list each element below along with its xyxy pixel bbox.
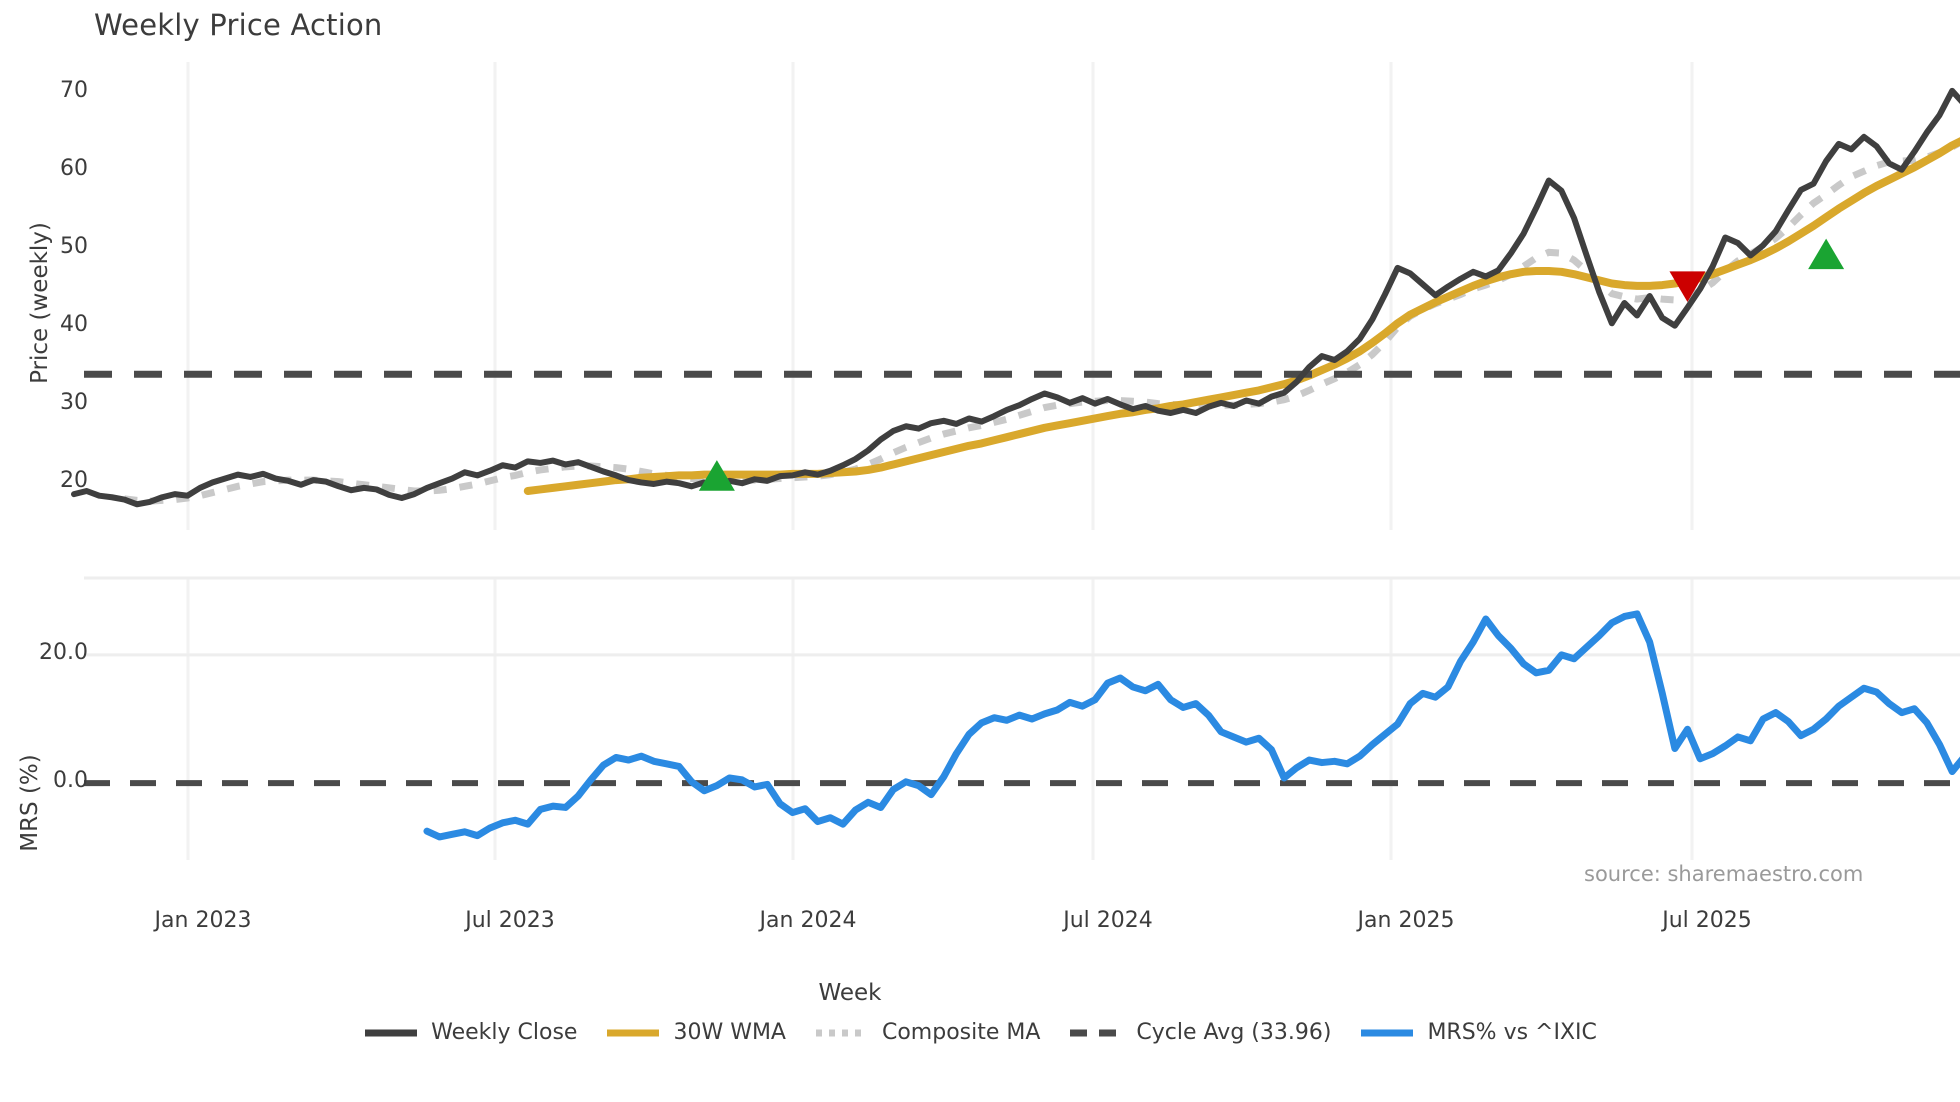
legend-swatch-icon (363, 1023, 419, 1043)
buy-signal-marker (698, 460, 735, 491)
legend-swatch-icon (605, 1023, 661, 1043)
series-line-mrs (423, 610, 1960, 841)
legend-label: Weekly Close (431, 1020, 578, 1045)
source-attribution: source: sharemaestro.com (1584, 862, 1864, 886)
legend-label: 30W WMA (673, 1020, 786, 1045)
price-y-tick-label: 30 (60, 390, 88, 416)
x-axis-label: Week (818, 980, 882, 1006)
price-y-tick-label: 70 (60, 78, 88, 104)
mrs-y-tick-label: 20.0 (39, 639, 88, 665)
price-y-tick-label: 60 (60, 156, 88, 182)
series-line-30w-wma (523, 137, 1960, 495)
plot-area (71, 62, 1960, 860)
legend-item-5[interactable]: MRS% vs ^IXIC (1359, 1020, 1597, 1045)
series-line-weekly-close (71, 87, 1960, 508)
legend-label: MRS% vs ^IXIC (1427, 1020, 1597, 1045)
legend-item-1[interactable]: Weekly Close (363, 1020, 577, 1045)
x-tick-label: Jan 2023 (154, 908, 252, 933)
x-tick-label: Jul 2024 (1063, 908, 1153, 933)
buy-signal-marker (1808, 238, 1845, 270)
x-tick-label: Jan 2024 (759, 908, 857, 933)
sell-signal-marker (1669, 271, 1706, 302)
legend-item-4[interactable]: Cycle Avg (33.96) (1068, 1020, 1331, 1045)
mrs-y-tick-label: 0.0 (53, 768, 88, 794)
legend-item-2[interactable]: 30W WMA (605, 1020, 786, 1045)
x-tick-label: Jul 2025 (1662, 908, 1752, 933)
legend-swatch-icon (1359, 1023, 1415, 1043)
legend-item-3[interactable]: Composite MA (814, 1020, 1040, 1045)
x-tick-label: Jan 2025 (1357, 908, 1455, 933)
price-y-tick-label: 50 (60, 234, 88, 260)
legend-label: Cycle Avg (33.96) (1136, 1020, 1332, 1045)
chart-legend: Weekly Close 30W WMA Composite MA Cycle Avg… (0, 1020, 1960, 1045)
price-y-tick-label: 20 (60, 468, 88, 494)
price-y-tick-label: 40 (60, 312, 88, 338)
x-tick-label: Jul 2023 (465, 908, 555, 933)
page-title: Weekly Price Action (94, 8, 383, 42)
legend-swatch-icon (814, 1023, 870, 1043)
legend-swatch-icon (1068, 1023, 1124, 1043)
legend-label: Composite MA (881, 1020, 1041, 1045)
